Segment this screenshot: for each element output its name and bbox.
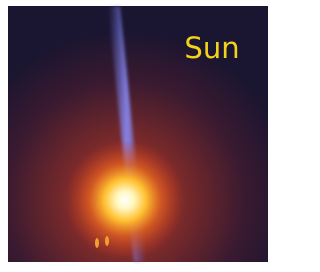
sun-label: Sun: [184, 31, 239, 65]
page: Sun: [0, 0, 275, 272]
reflection: [105, 236, 109, 246]
sun-disc: [65, 140, 185, 260]
reflection: [95, 238, 99, 248]
photo: Sun: [0, 0, 275, 272]
